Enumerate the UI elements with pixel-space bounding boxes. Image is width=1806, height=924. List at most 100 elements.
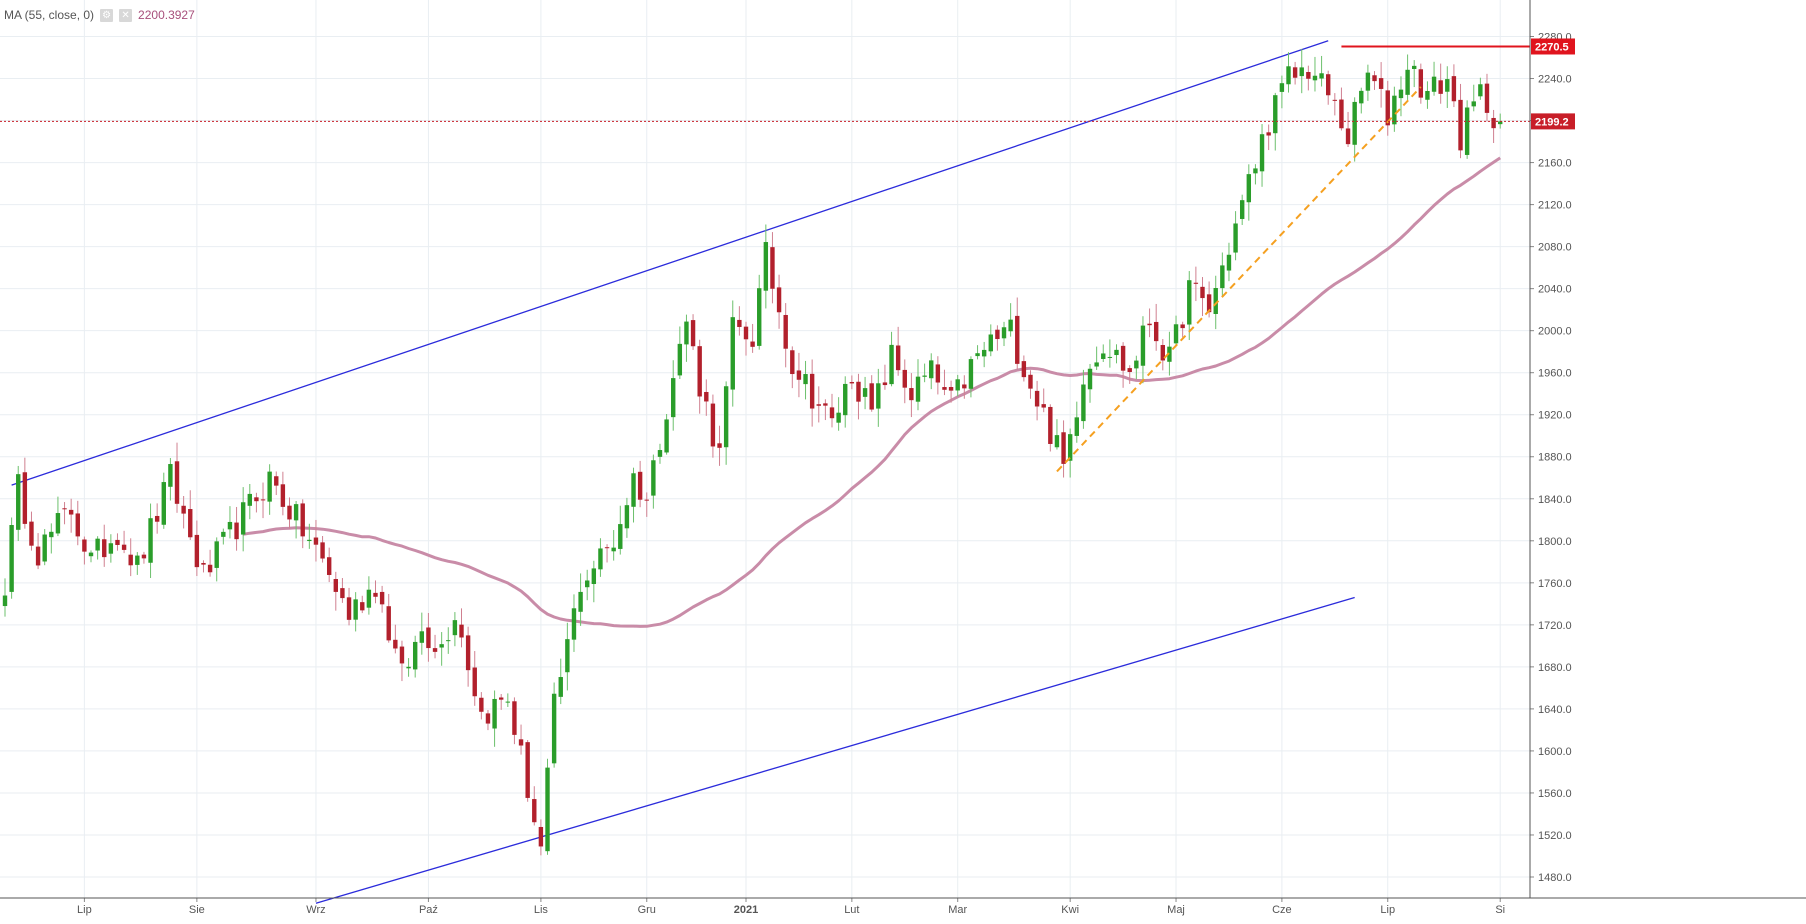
candle	[108, 543, 114, 554]
candle	[326, 557, 332, 575]
candle	[1498, 121, 1503, 125]
candle	[843, 383, 848, 416]
candle	[1246, 174, 1252, 203]
candle	[102, 539, 107, 558]
candle	[16, 474, 21, 530]
candle	[730, 317, 735, 390]
candle	[829, 407, 835, 419]
candle	[1286, 66, 1291, 85]
candle	[1101, 353, 1106, 359]
candle	[1352, 101, 1357, 145]
candle	[981, 349, 987, 357]
candle	[29, 521, 34, 546]
candle	[909, 388, 914, 401]
candle	[1041, 404, 1046, 408]
candle	[505, 701, 511, 703]
indicator-value: 2200.3927	[138, 8, 195, 22]
drawings[interactable]	[0, 45, 1530, 473]
candle	[479, 697, 484, 712]
candle	[823, 403, 828, 406]
candle	[651, 460, 656, 496]
candle	[1418, 69, 1424, 98]
candle	[657, 450, 663, 457]
last-price-label: 2199.2	[1535, 116, 1569, 128]
candle	[499, 697, 504, 700]
candle	[631, 473, 636, 507]
resistance-price-label: 2270.5	[1535, 41, 1569, 53]
candle	[637, 471, 643, 500]
candle	[750, 341, 755, 347]
candle	[1431, 76, 1437, 92]
y-tick-label: 2240.0	[1538, 74, 1572, 86]
candle	[412, 641, 418, 670]
candle	[1140, 325, 1146, 366]
x-tick-label: Sie	[189, 904, 205, 916]
candle	[1326, 74, 1331, 96]
trend-channel[interactable]	[11, 40, 1355, 904]
y-tick-label: 2080.0	[1538, 242, 1572, 254]
close-icon[interactable]: ✕	[119, 8, 133, 22]
candle	[1087, 368, 1093, 390]
candle	[677, 343, 683, 376]
x-tick-label: Lip	[77, 904, 92, 916]
candle	[558, 677, 563, 697]
candle	[75, 513, 80, 537]
candle	[1120, 345, 1126, 371]
candle	[1008, 319, 1013, 332]
candles[interactable]	[2, 48, 1503, 856]
candle	[763, 242, 769, 291]
candle	[578, 591, 583, 612]
x-tick-label: 2021	[734, 904, 758, 916]
candle	[1226, 254, 1232, 271]
y-tick-label: 1880.0	[1538, 452, 1572, 464]
candle	[1445, 79, 1450, 92]
candle	[803, 374, 808, 385]
candle	[95, 538, 100, 551]
candle	[1279, 83, 1285, 92]
indicator-label: MA (55, close, 0)	[4, 8, 95, 22]
gear-icon[interactable]: ⚙	[100, 8, 114, 22]
candle	[1378, 78, 1384, 89]
channel-upper-line	[11, 40, 1329, 486]
candle	[876, 383, 881, 409]
candle	[492, 698, 497, 729]
candle	[1048, 406, 1053, 444]
candle	[35, 546, 41, 566]
y-tick-label: 2000.0	[1538, 326, 1572, 338]
candle	[148, 518, 153, 563]
candle	[1094, 362, 1099, 367]
candle	[313, 537, 319, 545]
candle	[221, 531, 226, 537]
candle	[227, 521, 233, 530]
candle	[717, 443, 722, 448]
candle	[465, 635, 471, 671]
candle	[783, 314, 788, 349]
candle	[1359, 90, 1364, 104]
candle	[704, 391, 709, 402]
candle	[1015, 315, 1020, 364]
candle	[452, 620, 458, 636]
candle	[1266, 132, 1271, 136]
candle	[1067, 434, 1073, 461]
y-tick-label: 1480.0	[1538, 872, 1572, 884]
candle	[1239, 200, 1245, 219]
y-tick-label: 1920.0	[1538, 410, 1572, 422]
candle	[1233, 223, 1238, 253]
candle	[591, 568, 597, 585]
candle	[1471, 101, 1476, 107]
candle	[115, 539, 120, 545]
candle	[882, 382, 888, 386]
candle	[525, 742, 530, 798]
candle	[869, 383, 874, 410]
candle	[684, 321, 689, 345]
x-tick-label: Lis	[534, 904, 549, 916]
candle	[1061, 432, 1066, 464]
grid	[0, 0, 1530, 898]
candle	[1458, 99, 1463, 151]
candle	[379, 591, 385, 605]
candle	[743, 326, 749, 340]
y-tick-label: 2160.0	[1538, 158, 1572, 170]
x-tick-label: Mar	[948, 904, 967, 916]
